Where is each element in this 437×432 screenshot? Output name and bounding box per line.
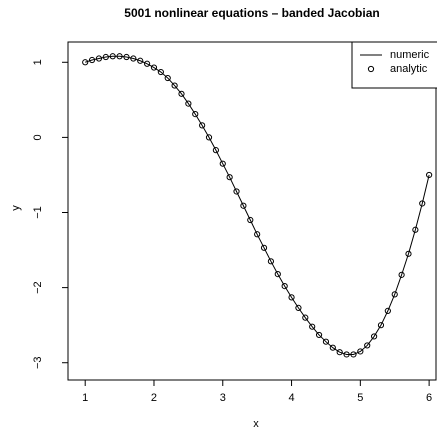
x-tick-label: 5 xyxy=(357,392,363,404)
data-point xyxy=(295,304,302,311)
data-point xyxy=(329,344,336,351)
y-tick-label: −1 xyxy=(32,206,44,219)
data-point xyxy=(377,322,385,329)
data-point xyxy=(412,226,419,233)
data-point xyxy=(309,323,316,330)
x-tick-label: 1 xyxy=(82,392,88,404)
data-point xyxy=(240,202,247,209)
plot-frame xyxy=(67,41,437,381)
chart-title: 5001 nonlinear equations – banded Jacobi… xyxy=(124,6,379,20)
legend-box xyxy=(351,41,437,89)
data-point xyxy=(144,60,151,67)
data-point xyxy=(384,307,391,314)
y-axis-label: y xyxy=(10,205,22,211)
data-point xyxy=(391,291,398,298)
x-tick-label: 3 xyxy=(220,392,226,404)
data-point xyxy=(199,122,206,129)
data-point xyxy=(357,348,364,355)
data-point xyxy=(164,74,171,82)
data-point xyxy=(102,53,109,61)
data-point xyxy=(123,53,130,61)
data-point xyxy=(350,351,357,358)
data-point xyxy=(281,283,288,290)
data-point xyxy=(88,56,96,64)
data-point xyxy=(419,200,426,207)
data-point xyxy=(302,314,309,321)
data-point xyxy=(212,147,219,154)
data-point xyxy=(150,64,158,71)
data-point xyxy=(192,111,199,118)
legend-marker xyxy=(367,65,375,73)
data-point xyxy=(130,55,137,62)
data-point xyxy=(226,174,233,181)
data-point xyxy=(322,338,330,345)
data-point xyxy=(274,270,281,278)
data-point xyxy=(370,333,378,340)
data-point xyxy=(398,271,405,278)
data-point xyxy=(260,244,268,251)
x-tick-label: 6 xyxy=(426,392,432,404)
data-point xyxy=(315,331,323,339)
data-point xyxy=(254,231,261,238)
legend-label: numeric xyxy=(390,49,430,61)
data-point xyxy=(109,53,116,60)
data-point xyxy=(233,188,240,195)
data-point xyxy=(95,55,103,62)
x-tick-label: 2 xyxy=(151,392,157,404)
y-tick-label: −3 xyxy=(32,356,44,369)
data-point xyxy=(178,90,185,97)
data-point xyxy=(426,171,433,179)
data-point xyxy=(288,294,295,301)
y-tick-label: 0 xyxy=(32,134,44,140)
data-point xyxy=(364,342,371,349)
data-point xyxy=(205,134,213,141)
data-point xyxy=(343,351,350,358)
y-tick-label: 1 xyxy=(32,59,44,65)
data-point xyxy=(336,349,343,356)
data-point xyxy=(185,100,192,107)
data-point xyxy=(137,57,144,64)
data-point xyxy=(247,216,254,224)
data-point xyxy=(116,53,123,60)
legend-label: analytic xyxy=(390,63,428,75)
data-point xyxy=(267,258,275,265)
y-tick-label: −2 xyxy=(32,281,44,294)
data-point xyxy=(219,160,226,167)
x-axis-label: x xyxy=(253,418,259,430)
data-line xyxy=(85,55,430,355)
data-point xyxy=(171,82,178,89)
x-tick-label: 4 xyxy=(288,392,294,404)
data-point xyxy=(82,59,89,66)
data-point xyxy=(405,250,412,257)
data-point xyxy=(157,68,164,76)
